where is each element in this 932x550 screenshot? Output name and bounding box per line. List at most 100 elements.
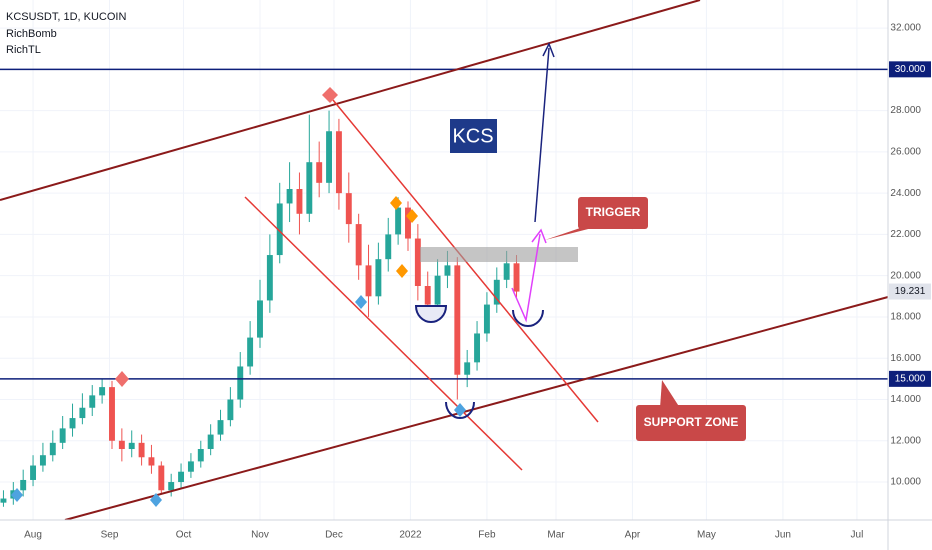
- y-tick-label: 26.000: [890, 147, 921, 158]
- candle-body: [128, 442, 135, 450]
- candle-body: [197, 449, 204, 462]
- callout-text: SUPPORT ZONE: [644, 415, 739, 429]
- level-label: 15.000: [895, 373, 926, 384]
- candle-body: [326, 131, 333, 183]
- candle-body: [365, 265, 372, 297]
- candles: [0, 68, 888, 507]
- projection: [511, 233, 541, 323]
- candle-body: [207, 434, 214, 450]
- signal: [390, 196, 402, 210]
- signal: [150, 493, 162, 507]
- candle-body: [286, 189, 293, 204]
- candle-body: [424, 286, 431, 305]
- callout-pointer: [660, 380, 680, 408]
- y-tick-label: 22.000: [890, 229, 921, 240]
- price-label: 19.231: [895, 286, 926, 297]
- chart-title: KCSUSDT, 1D, KUCOIN: [6, 11, 126, 23]
- candle-body: [395, 207, 402, 235]
- x-tick-label: 2022: [399, 530, 422, 541]
- axes: 10.000 12.000 14.000 16.000 18.000 20.000 22.0…: [24, 23, 931, 541]
- price-axis: [888, 0, 932, 550]
- y-tick-label: 28.000: [890, 105, 921, 116]
- candle-body: [296, 189, 303, 214]
- signal: [454, 403, 466, 417]
- candle-body: [474, 333, 481, 363]
- candle-body: [237, 366, 244, 400]
- x-tick-label: Dec: [325, 530, 343, 541]
- candle-body: [247, 337, 254, 367]
- candle-body: [118, 440, 125, 450]
- candle-body: [355, 224, 362, 266]
- candle-body: [217, 420, 224, 435]
- indicator: RichBomb: [6, 28, 57, 40]
- candle-body: [30, 465, 37, 480]
- candle-body: [385, 234, 392, 260]
- signal: [396, 264, 408, 278]
- candle-body: [0, 498, 7, 503]
- x-tick-label: Oct: [176, 530, 192, 541]
- arc: [512, 309, 544, 327]
- signal: [11, 488, 23, 502]
- candle-body: [109, 387, 115, 441]
- y-tick-label: 32.000: [890, 23, 921, 34]
- level-tag: [889, 61, 931, 78]
- candle-body: [434, 275, 441, 305]
- candle-body: [513, 263, 520, 292]
- y-tick-label: 20.000: [890, 270, 921, 281]
- callout-text: TRIGGER: [586, 205, 641, 219]
- arrow-head: [531, 228, 547, 244]
- x-tick-label: Sep: [101, 530, 119, 541]
- candle-body: [89, 395, 96, 408]
- candle-body: [444, 265, 451, 276]
- candle-body: [306, 162, 313, 214]
- candle-body: [483, 304, 490, 334]
- x-tick-label: Feb: [478, 530, 496, 541]
- channel-upper: [0, 0, 701, 201]
- label-box: [450, 119, 497, 153]
- signal: [406, 209, 418, 223]
- arc: [445, 401, 475, 419]
- candle-body: [20, 479, 27, 491]
- trigger-zone: [420, 247, 578, 262]
- candle-body: [257, 300, 263, 338]
- drawings: [0, 0, 889, 521]
- level-label: 30.000: [895, 64, 926, 75]
- y-tick-label: 24.000: [890, 188, 921, 199]
- signal: [115, 371, 129, 387]
- candle-body: [454, 265, 461, 375]
- y-tick-label: 10.000: [890, 477, 921, 488]
- candle-body: [158, 465, 165, 491]
- x-tick-label: May: [697, 530, 716, 541]
- signal: [355, 295, 367, 309]
- candle-body: [464, 362, 471, 375]
- channel-lower: [64, 296, 889, 521]
- price-tag: [889, 283, 931, 300]
- candle-body: [493, 279, 500, 305]
- x-tick-label: Nov: [251, 530, 269, 541]
- candle-body: [69, 418, 76, 429]
- trendline: [244, 196, 523, 471]
- candle-body: [178, 471, 185, 483]
- x-tick-label: Apr: [625, 530, 641, 541]
- candle-body: [276, 203, 283, 256]
- x-tick-label: Mar: [547, 530, 565, 541]
- candle-body: [414, 238, 421, 286]
- candle-body: [335, 131, 342, 194]
- y-tick-label: 12.000: [890, 435, 921, 446]
- callout: [578, 197, 648, 229]
- candle-body: [316, 162, 323, 183]
- arc: [414, 305, 448, 323]
- candle-body: [187, 461, 194, 472]
- candle-body: [59, 428, 66, 443]
- candle-body: [375, 259, 382, 297]
- candle-body: [345, 193, 352, 225]
- candle-body: [99, 387, 106, 396]
- x-tick-label: Aug: [24, 530, 42, 541]
- level-tag: [889, 370, 931, 387]
- callout: [636, 405, 746, 441]
- candle-body: [148, 457, 155, 466]
- callout-pointer: [545, 226, 600, 240]
- y-tick-label: 16.000: [890, 353, 921, 364]
- x-tick-label: Jun: [775, 530, 791, 541]
